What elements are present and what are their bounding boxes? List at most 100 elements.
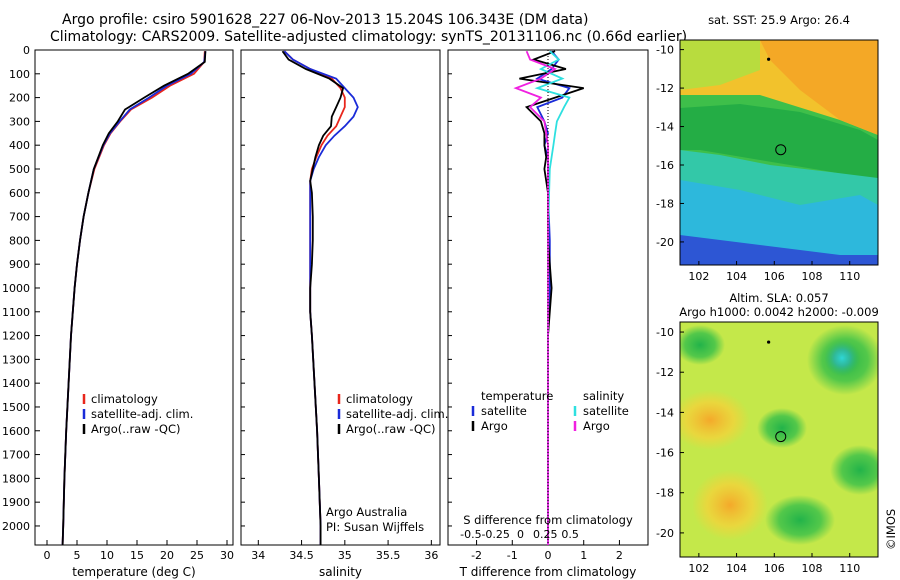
differences-legend-label: satellite [481, 404, 527, 418]
sst-map-ytick-label: -20 [656, 236, 674, 249]
sla-map-field [680, 322, 878, 557]
sst-field-orange [760, 40, 878, 135]
temperature-xtick-label: 15 [130, 549, 144, 562]
differences-xtick-label: -1 [507, 549, 518, 562]
temperature-ytick-label: 300 [9, 115, 30, 128]
sst-map-ytick-label: -12 [656, 82, 674, 95]
sla-blob-green-5 [830, 445, 878, 495]
temperature-ytick-label: 400 [9, 139, 30, 152]
sst-field-blue [680, 235, 878, 265]
salinity-annotation: Argo Australia [326, 505, 407, 519]
salinity-xtick-label: 35.5 [376, 549, 401, 562]
sla-map-xtick-label: 106 [764, 562, 785, 575]
sla-map-argo-position-marker [775, 431, 787, 443]
salinity-legend-label: satellite-adj. clim. [346, 407, 448, 421]
salinity-series-satellite-adj-clim- [283, 50, 359, 545]
sst-map-xtick-label: 108 [802, 270, 823, 283]
temperature-xtick-label: 30 [220, 549, 234, 562]
sst-map-title: sat. SST: 25.9 Argo: 26.4 [708, 13, 850, 27]
temperature-ytick-label: 1600 [2, 425, 30, 438]
temperature-legend-label: climatology [91, 392, 158, 406]
differences-xlabel: T difference from climatology [459, 565, 637, 579]
differences-legend-label: satellite [583, 404, 629, 418]
differences-xtick-top-label: 0.5 [561, 528, 579, 541]
sst-field-yellowgreen [680, 40, 760, 90]
temperature-ytick-label: 1700 [2, 449, 30, 462]
salinity-xtick-label: 36 [424, 549, 438, 562]
temperature-ytick-label: 1400 [2, 377, 30, 390]
sla-blob-green-4 [680, 325, 725, 365]
sla-map-ytick-label: -16 [656, 447, 674, 460]
temperature-ytick-label: 800 [9, 234, 30, 247]
sst-map-xtick-label: 102 [688, 270, 709, 283]
sst-map-ytick-label: -14 [656, 121, 674, 134]
temperature-ytick-label: 600 [9, 187, 30, 200]
salinity-xtick-label: 34.5 [289, 549, 314, 562]
sla-map-ytick-label: -20 [656, 527, 674, 540]
temperature-ytick-label: 1100 [2, 306, 30, 319]
salinity-xtick-label: 34 [251, 549, 265, 562]
temperature-ytick-label: 500 [9, 163, 30, 176]
sla-map-island-marker [767, 340, 771, 344]
temperature-series-satellite-adj-clim- [61, 51, 207, 546]
differences-legend-label: Argo [583, 419, 610, 433]
temperature-ytick-label: 1900 [2, 496, 30, 509]
differences-legend-title-temperature: temperature [481, 389, 553, 403]
temperature-series-argo-raw-qc- [61, 51, 207, 546]
sst-map-xtick-label: 110 [839, 270, 860, 283]
sla-map-ytick-label: -14 [656, 406, 674, 419]
temperature-ytick-label: 1500 [2, 401, 30, 414]
sst-field-green [680, 104, 878, 180]
sla-blob-warm-1 [680, 390, 750, 450]
title-line-2: Climatology: CARS2009. Satellite-adjuste… [50, 29, 688, 45]
salinity-axes-frame [240, 49, 441, 546]
temperature-ytick-label: 1000 [2, 282, 30, 295]
salinity-annotation: PI: Susan Wijffels [326, 520, 424, 534]
sst-map-xtick-label: 106 [764, 270, 785, 283]
differences-xtick-top-label: 0 [517, 528, 524, 541]
temperature-series-climatology [61, 51, 206, 546]
sst-map-ytick-label: -18 [656, 197, 674, 210]
sla-blob-green-2 [757, 408, 807, 448]
salinity-legend-label: climatology [346, 392, 413, 406]
sst-map-ytick-label: -10 [656, 44, 674, 57]
sla-blob-cyan [824, 340, 860, 376]
sst-map-island-marker [767, 57, 771, 61]
sla-map-title: Argo h1000: 0.0042 h2000: -0.009 [679, 305, 879, 319]
differences-xtick-top-label: -0.5 [460, 528, 481, 541]
sla-map-ytick-label: -18 [656, 487, 674, 500]
temperature-ytick-label: 200 [9, 92, 30, 105]
differences-xlabel-top: S difference from climatology [463, 513, 633, 527]
sla-blob-green-3 [765, 495, 835, 545]
temperature-ytick-label: 1300 [2, 353, 30, 366]
title-line-1: Argo profile: csiro 5901628_227 06-Nov-2… [62, 12, 589, 28]
temperature-legend-label: Argo(..raw -QC) [91, 422, 181, 436]
sst-map-ytick-label: -16 [656, 159, 674, 172]
differences-xtick-label: -2 [471, 549, 482, 562]
differences-legend-title-salinity: salinity [583, 389, 624, 403]
sla-map-ytick-label: -12 [656, 366, 674, 379]
differences-xtick-label: 0 [545, 549, 552, 562]
copyright-footer: ©IMOS 04-Aug-2017 18:40:32 [884, 508, 900, 550]
temperature-ytick-label: 2000 [2, 520, 30, 533]
temperature-xtick-label: 10 [100, 549, 114, 562]
temperature-xtick-label: 0 [44, 549, 51, 562]
salinity-xtick-label: 35 [338, 549, 352, 562]
differences-series-temperature-argo [519, 50, 584, 545]
temperature-ytick-label: 100 [9, 68, 30, 81]
differences-legend-label: Argo [481, 419, 508, 433]
sst-map-field [680, 40, 878, 265]
temperature-ytick-label: 1800 [2, 472, 30, 485]
sla-map-frame [679, 321, 879, 558]
temperature-legend-label: satellite-adj. clim. [91, 407, 193, 421]
temperature-xlabel: temperature (deg C) [72, 565, 195, 579]
temperature-ytick-label: 900 [9, 258, 30, 271]
sla-map-xtick-label: 108 [802, 562, 823, 575]
sst-map-frame [679, 39, 879, 266]
sst-map-xtick-label: 104 [726, 270, 747, 283]
temperature-xtick-label: 20 [160, 549, 174, 562]
sla-map-xtick-label: 102 [688, 562, 709, 575]
salinity-xlabel: salinity [319, 565, 362, 579]
